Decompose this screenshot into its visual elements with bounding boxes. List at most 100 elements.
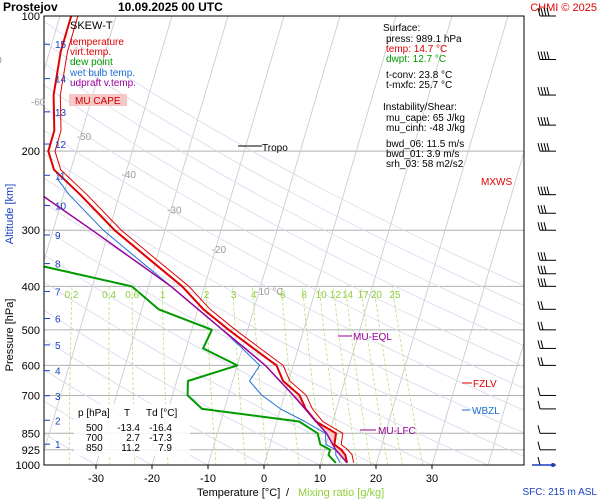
dry-adiabat — [44, 106, 524, 368]
mixing-ratio-label: 4 — [251, 290, 257, 301]
wind-barb — [537, 186, 556, 196]
altitude-tick-label: 7 — [55, 287, 61, 298]
pressure-tick-label: 1000 — [16, 460, 40, 472]
altitude-tick-label: 2 — [55, 416, 61, 427]
altitude-tick-label: 5 — [55, 341, 61, 352]
table-row-700-td: -17.3 — [149, 433, 172, 444]
mixing-ratio-line — [373, 286, 403, 465]
levels-table: p [hPa] T Td [°C] 500 -13.4 -16.4 700 2.… — [74, 404, 190, 456]
table-row-850-t: 11.2 — [121, 443, 140, 454]
mixing-ratio-line — [332, 286, 358, 465]
altitude-tick-label: 10 — [55, 202, 67, 213]
profile-lines — [44, 16, 355, 464]
pressure-tick-label: 100 — [22, 11, 40, 23]
wind-barb — [537, 51, 556, 61]
altitude-tick-label: 6 — [55, 315, 61, 326]
pressure-tick-label: 600 — [22, 360, 40, 372]
isotherm-line — [44, 16, 117, 263]
wind-barb — [537, 143, 556, 152]
mixing-ratio-line — [360, 286, 389, 465]
inst-mu-cinh: mu_cinh: -48 J/kg — [386, 123, 465, 134]
mu-lfc-label: MU-LFC — [378, 426, 416, 437]
isotherm-line — [319, 16, 453, 465]
isotherm-label: -20 — [212, 245, 227, 256]
dry-adiabat — [44, 21, 524, 287]
mixing-ratio-line — [252, 286, 268, 465]
table-row-850-td: 7.9 — [158, 443, 172, 454]
mixing-ratio-label: 25 — [389, 290, 401, 301]
wind-barb — [537, 340, 556, 349]
mixing-ratio-label: 8 — [301, 290, 307, 301]
mixing-ratio-label: 3 — [231, 290, 237, 301]
wind-barb — [537, 205, 556, 214]
surface-dwpt: dwpt: 12.7 °C — [386, 54, 446, 65]
pressure-tick-label: 925 — [22, 445, 40, 457]
inst-bwd-01: bwd_01: 3.9 m/s — [386, 149, 459, 160]
isotherm-line — [95, 16, 229, 465]
legend-updraft: udpraft v.temp. — [70, 78, 136, 89]
isotherm-line — [263, 16, 397, 465]
inst-srh-03: srh_03: 58 m2/s2 — [386, 159, 464, 170]
series-line-wet-bulb-temp — [56, 178, 341, 464]
altitude-tick-label: 8 — [55, 260, 61, 271]
wind-barb — [537, 86, 556, 96]
surface-temp: temp: 14.7 °C — [386, 44, 447, 55]
wind-barb — [537, 425, 556, 434]
isotherm-line — [375, 16, 509, 465]
table-header-td: Td [°C] — [146, 408, 177, 419]
dry-adiabat — [44, 339, 265, 465]
annotations: Tropo MU-EQL MU-LFC MXWS FZLV WBZL — [238, 143, 512, 437]
altitude-tick-label: 12 — [55, 140, 67, 151]
isotherm-label: -70 — [0, 56, 2, 67]
altitude-tick-label: 3 — [55, 392, 61, 403]
mixing-ratio-label: 14 — [342, 290, 354, 301]
mixing-ratio-line — [280, 286, 300, 465]
wind-barb — [537, 252, 556, 261]
table-row-500-td: -16.4 — [149, 423, 172, 434]
isotherm-labels: -80 °C-70-60-50-40-30-20-10 °C — [0, 56, 284, 299]
pressure-tick-label: 400 — [22, 281, 40, 293]
dry-adiabat — [44, 62, 524, 326]
grid-lines — [44, 16, 524, 465]
station-title: Prostejov — [3, 0, 58, 14]
wind-barb — [537, 301, 556, 310]
dry-adiabat — [44, 254, 433, 465]
wind-barb — [537, 357, 556, 366]
surface-tmxfc: t-mxfc: 25.7 °C — [386, 80, 452, 91]
inst-mu-cape: mu_cape: 65 J/kg — [386, 113, 465, 124]
mu-eql-label: MU-EQL — [353, 332, 392, 343]
temperature-tick-label: -20 — [144, 473, 160, 485]
altitude-tick-label: 14 — [55, 75, 67, 86]
mixing-ratio-label: 0.6 — [125, 290, 139, 301]
pressure-tick-label: 500 — [22, 325, 40, 337]
pressure-tick-label: 200 — [22, 146, 40, 158]
isotherm-line — [151, 16, 285, 465]
surface-wind-dot — [551, 463, 555, 467]
series-line-temperature — [47, 16, 348, 464]
mixing-ratio-line — [318, 286, 342, 465]
mu-cape-swatch — [69, 94, 127, 106]
table-row-850-p: 850 — [86, 443, 103, 454]
isotherm-label: -30 — [167, 206, 182, 217]
mxws-label: MXWS — [481, 177, 512, 188]
wind-barb — [537, 7, 556, 17]
mixing-ratio-label: 6 — [280, 290, 286, 301]
isotherm-line — [431, 150, 524, 465]
mixing-ratio-line — [391, 286, 424, 465]
isotherm-line — [207, 16, 341, 465]
table-header-p: p [hPa] — [78, 408, 110, 419]
mixing-ratio-label: 0.4 — [102, 290, 116, 301]
dry-adiabat — [44, 309, 321, 465]
altitude-tick-label: 15 — [55, 40, 67, 51]
altitude-tick-label: 9 — [55, 231, 61, 242]
isotherm-label: -50 — [77, 132, 92, 143]
mixing-ratio-line — [344, 286, 371, 465]
table-row-500-t: -13.4 — [117, 423, 140, 434]
pressure-tick-label: 700 — [22, 390, 40, 402]
dry-adiabat — [44, 41, 524, 306]
legend-temperature: temperature — [70, 37, 124, 48]
instability-heading: Instability/Shear: — [383, 102, 457, 113]
mixing-ratio-label: 0.2 — [65, 290, 79, 301]
